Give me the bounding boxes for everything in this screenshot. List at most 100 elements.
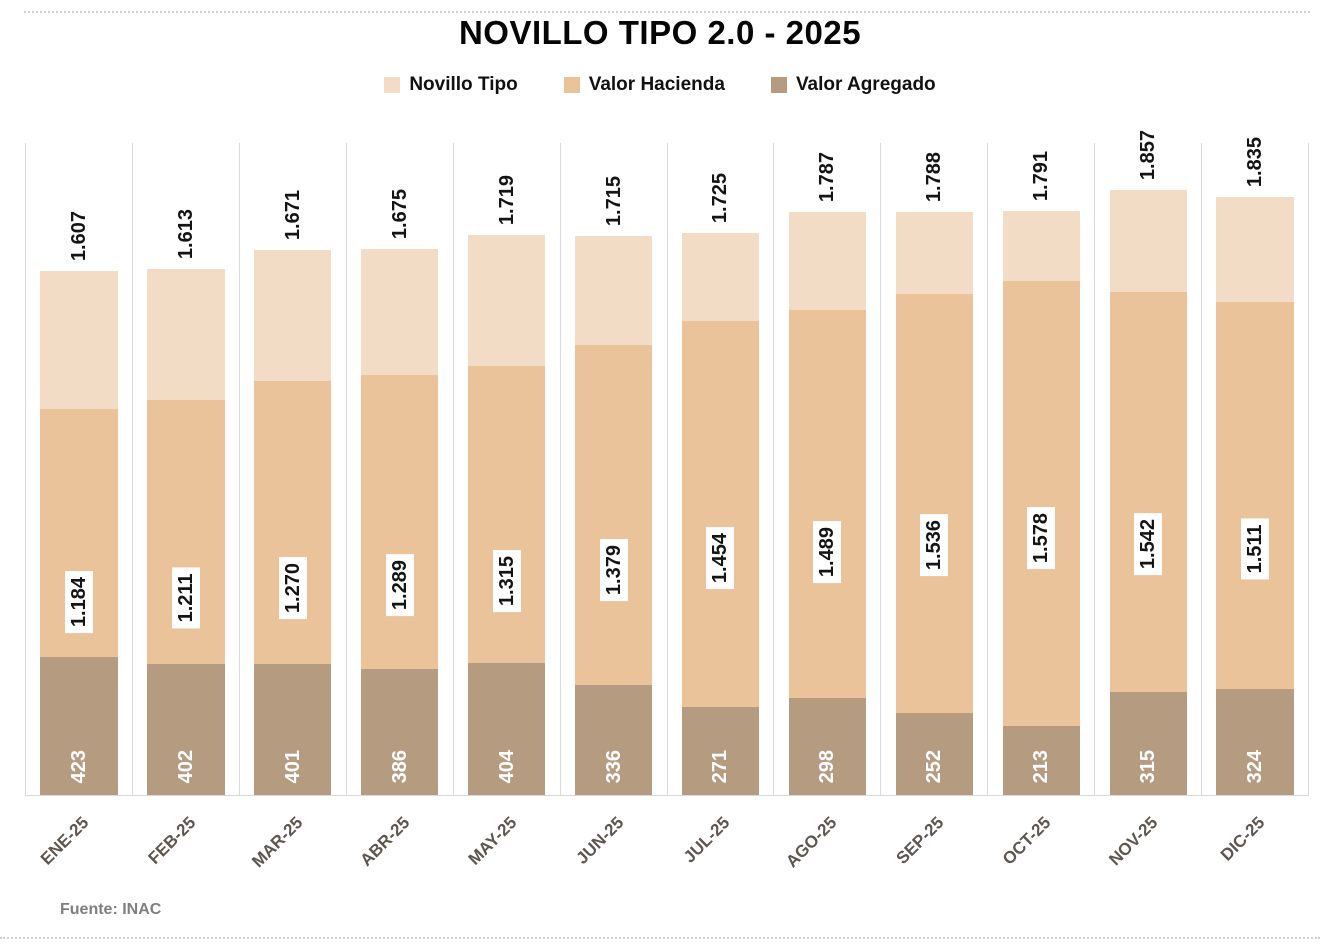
bar-segment-novillo-tipo: [1002, 211, 1080, 281]
category-column-jul-25: 1.725 1.454 271 JUL-25: [668, 143, 775, 867]
axis-label-abr-25: ABR-25: [356, 813, 414, 870]
source-note: Fuente: INAC: [60, 901, 162, 918]
bar-segment-valor-hacienda: [574, 345, 653, 686]
data-label-valor-agregado: 252: [923, 749, 946, 783]
bar-segment-valor-agregado: [895, 712, 973, 795]
bar-segment-valor-agregado: [1216, 689, 1294, 795]
data-label-valor-hacienda: 1.536: [920, 513, 949, 576]
legend-label: Valor Agregado: [795, 74, 936, 95]
bar-segment-valor-hacienda: [467, 366, 546, 664]
bar-segment-novillo-tipo: [895, 212, 973, 295]
data-label-valor-agregado: 298: [816, 749, 839, 783]
axis-label-mar-25: MAR-25: [248, 813, 307, 872]
axis-label-feb-25: FEB-25: [144, 813, 200, 868]
data-label-valor-hacienda: 1.270: [278, 556, 307, 620]
bar-segment-valor-agregado: [40, 657, 118, 795]
bar-segment-novillo-tipo: [254, 250, 332, 381]
axis-label-nov-25: NOV-25: [1105, 813, 1162, 870]
bar-segment-valor-hacienda: [1109, 292, 1187, 693]
data-label-valor-hacienda: 1.315: [492, 549, 521, 612]
bar-segment-novillo-tipo: [40, 271, 118, 410]
chart-title: NOVILLO TIPO 2.0 - 2025: [458, 14, 862, 51]
legend-item-novillo-tipo: Novillo Tipo: [384, 74, 518, 96]
page-break-dotted-line-top: [24, 11, 1310, 13]
axis-label-ago-25: AGO-25: [782, 813, 841, 872]
bar-segment-valor-hacienda: [788, 309, 867, 698]
category-column-nov-25: 1.857 1.542 315 NOV-25: [1095, 130, 1203, 869]
data-label-valor-hacienda: 1.454: [706, 526, 735, 590]
bar-segment-valor-agregado: [467, 663, 546, 795]
data-label-valor-hacienda: 1.542: [1134, 512, 1163, 575]
data-label-valor-hacienda: 1.489: [813, 521, 842, 584]
bar-segment-novillo-tipo: [147, 269, 225, 401]
data-label-novillo-tipo: 1.715: [602, 175, 625, 226]
bar-segment-valor-agregado: [1109, 692, 1187, 795]
data-label-novillo-tipo: 1.613: [174, 209, 197, 260]
bar-segment-valor-agregado: [147, 663, 225, 795]
data-label-novillo-tipo: 1.675: [388, 188, 411, 239]
data-label-novillo-tipo: 1.671: [281, 190, 304, 241]
bar-segment-novillo-tipo: [467, 234, 546, 367]
data-label-valor-agregado: 315: [1137, 749, 1160, 783]
data-label-valor-agregado: 386: [388, 749, 411, 783]
category-column-mar-25: 1.671 1.270 401 MAR-25: [240, 143, 347, 871]
data-label-valor-agregado: 401: [281, 749, 304, 783]
category-column-jun-25: 1.715 1.379 336 JUN-25: [561, 143, 668, 868]
bar-segment-valor-agregado: [254, 664, 332, 795]
legend-label: Valor Hacienda: [588, 74, 725, 95]
data-label-valor-hacienda: 1.211: [171, 567, 200, 629]
bar-segment-valor-hacienda: [361, 374, 439, 670]
data-label-valor-hacienda: 1.379: [599, 539, 628, 602]
axis-label-sep-25: SEP-25: [892, 813, 948, 868]
data-label-valor-hacienda: 1.511: [1241, 518, 1270, 580]
data-label-valor-agregado: 324: [1244, 749, 1267, 783]
category-column-oct-25: 1.791 1.578 213 OCT-25: [988, 143, 1096, 869]
data-label-novillo-tipo: 1.857: [1137, 129, 1160, 180]
data-label-novillo-tipo: 1.835: [1244, 136, 1267, 187]
category-column-abr-25: 1.675 1.289 386 ABR-25: [347, 143, 454, 870]
data-label-valor-agregado: 213: [1030, 749, 1053, 783]
bar-segment-valor-hacienda: [681, 321, 760, 707]
axis-label-jul-25: JUL-25: [680, 813, 734, 867]
page-break-dotted-line-bottom: [0, 937, 1320, 939]
data-label-novillo-tipo: 1.719: [495, 174, 518, 225]
bar-segment-valor-hacienda: [1216, 302, 1294, 690]
data-label-valor-agregado: 336: [602, 749, 625, 783]
bar-segment-novillo-tipo: [681, 232, 760, 321]
bar-segment-valor-hacienda: [895, 294, 973, 713]
data-label-valor-agregado: 402: [174, 749, 197, 783]
axis-label-dic-25: DIC-25: [1217, 813, 1269, 865]
bar-segment-novillo-tipo: [1216, 196, 1294, 303]
bar-segment-novillo-tipo: [1109, 189, 1187, 293]
axis-label-ene-25: ENE-25: [36, 813, 93, 869]
bar-segment-novillo-tipo: [788, 212, 867, 310]
data-label-novillo-tipo: 1.607: [67, 211, 90, 262]
legend-swatch-novillo-tipo-icon: [384, 77, 401, 93]
data-label-novillo-tipo: 1.791: [1030, 151, 1053, 202]
legend-swatch-valor-agregado-icon: [770, 77, 787, 93]
data-label-valor-hacienda: 1.578: [1027, 506, 1056, 569]
bar-segment-valor-agregado: [1002, 725, 1080, 795]
data-label-valor-agregado: 271: [709, 749, 732, 783]
bar-segment-valor-agregado: [574, 685, 653, 795]
data-label-novillo-tipo: 1.787: [816, 152, 839, 203]
axis-label-jun-25: JUN-25: [572, 813, 627, 868]
legend-swatch-valor-hacienda-icon: [563, 77, 580, 93]
bar-segment-novillo-tipo: [574, 235, 653, 346]
bar-segment-valor-agregado: [788, 697, 867, 795]
category-column-sep-25: 1.788 1.536 252 SEP-25: [881, 143, 989, 868]
axis-label-oct-25: OCT-25: [999, 813, 1055, 869]
category-column-may-25: 1.719 1.315 404 MAY-25: [454, 143, 561, 869]
bar-segment-valor-hacienda: [1002, 280, 1080, 726]
bar-segment-novillo-tipo: [361, 248, 439, 375]
data-label-valor-hacienda: 1.289: [385, 553, 414, 616]
category-column-dic-25: 1.835 1.511 324 DIC-25: [1202, 137, 1310, 865]
category-column-ene-25: 1.607 1.184 423 ENE-25: [26, 143, 133, 869]
chart-legend: Novillo Tipo Valor Hacienda Valor Agrega…: [0, 74, 1320, 96]
data-label-novillo-tipo: 1.788: [923, 152, 946, 203]
data-label-valor-hacienda: 1.184: [64, 570, 93, 634]
plot-area: 1.607 1.184 423 ENE-25 1.613 1.211 402 FEB-25 1.…: [25, 130, 1310, 871]
legend-item-valor-hacienda: Valor Hacienda: [563, 74, 725, 96]
bar-segment-valor-agregado: [361, 669, 439, 795]
